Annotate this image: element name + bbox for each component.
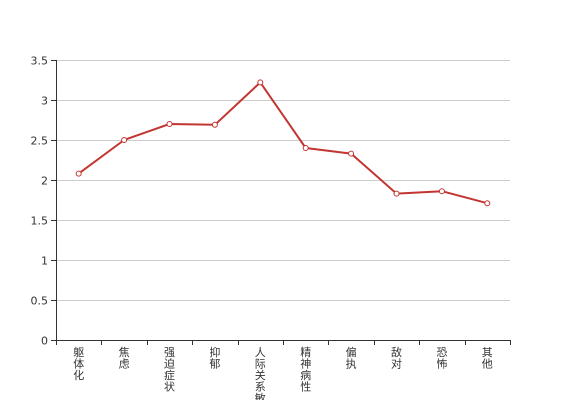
data-point (75, 170, 82, 177)
y-tick-label: 2.5 (31, 135, 49, 148)
y-tick-label: 0.5 (31, 295, 49, 308)
x-axis-category-labels: 躯体化 焦虑 强迫症状 抑郁 人际关系敏感 精神病性 偏执 敌对 恐怖 其他 (73, 345, 493, 400)
y-tick-label: 3.5 (31, 55, 49, 68)
data-point (438, 188, 445, 195)
x-category-label: 其他 (482, 346, 493, 371)
x-category-label: 恐怖 (436, 346, 447, 371)
data-point (484, 200, 491, 207)
data-point (166, 121, 173, 127)
axes (51, 60, 511, 345)
x-category-label: 精神病性 (300, 346, 311, 394)
y-tick-label: 1 (41, 255, 48, 268)
data-point (302, 145, 309, 151)
x-category-label: 强迫症状 (164, 346, 175, 394)
series-line (78, 81, 488, 205)
x-category-label: 抑郁 (209, 345, 220, 371)
y-tick-label: 3 (41, 95, 48, 108)
data-point (211, 121, 218, 128)
data-point (348, 150, 355, 157)
y-tick-label: 1.5 (31, 215, 49, 228)
y-tick-label: 2 (41, 175, 48, 188)
data-point (393, 190, 400, 197)
grid-lines (56, 60, 510, 301)
x-category-label: 偏执 (346, 345, 357, 371)
x-category-label: 人际关系敏感 (255, 346, 266, 400)
x-category-label: 敌对 (391, 345, 402, 371)
data-point (257, 79, 264, 86)
series-layer (75, 79, 491, 207)
y-tick-label: 0 (41, 335, 48, 348)
y-axis-tick-labels: 0 0.5 1 1.5 2 2.5 3 3.5 (31, 55, 49, 348)
x-category-label: 焦虑 (119, 346, 130, 371)
x-category-label: 躯体化 (73, 346, 84, 382)
data-point (121, 137, 128, 143)
